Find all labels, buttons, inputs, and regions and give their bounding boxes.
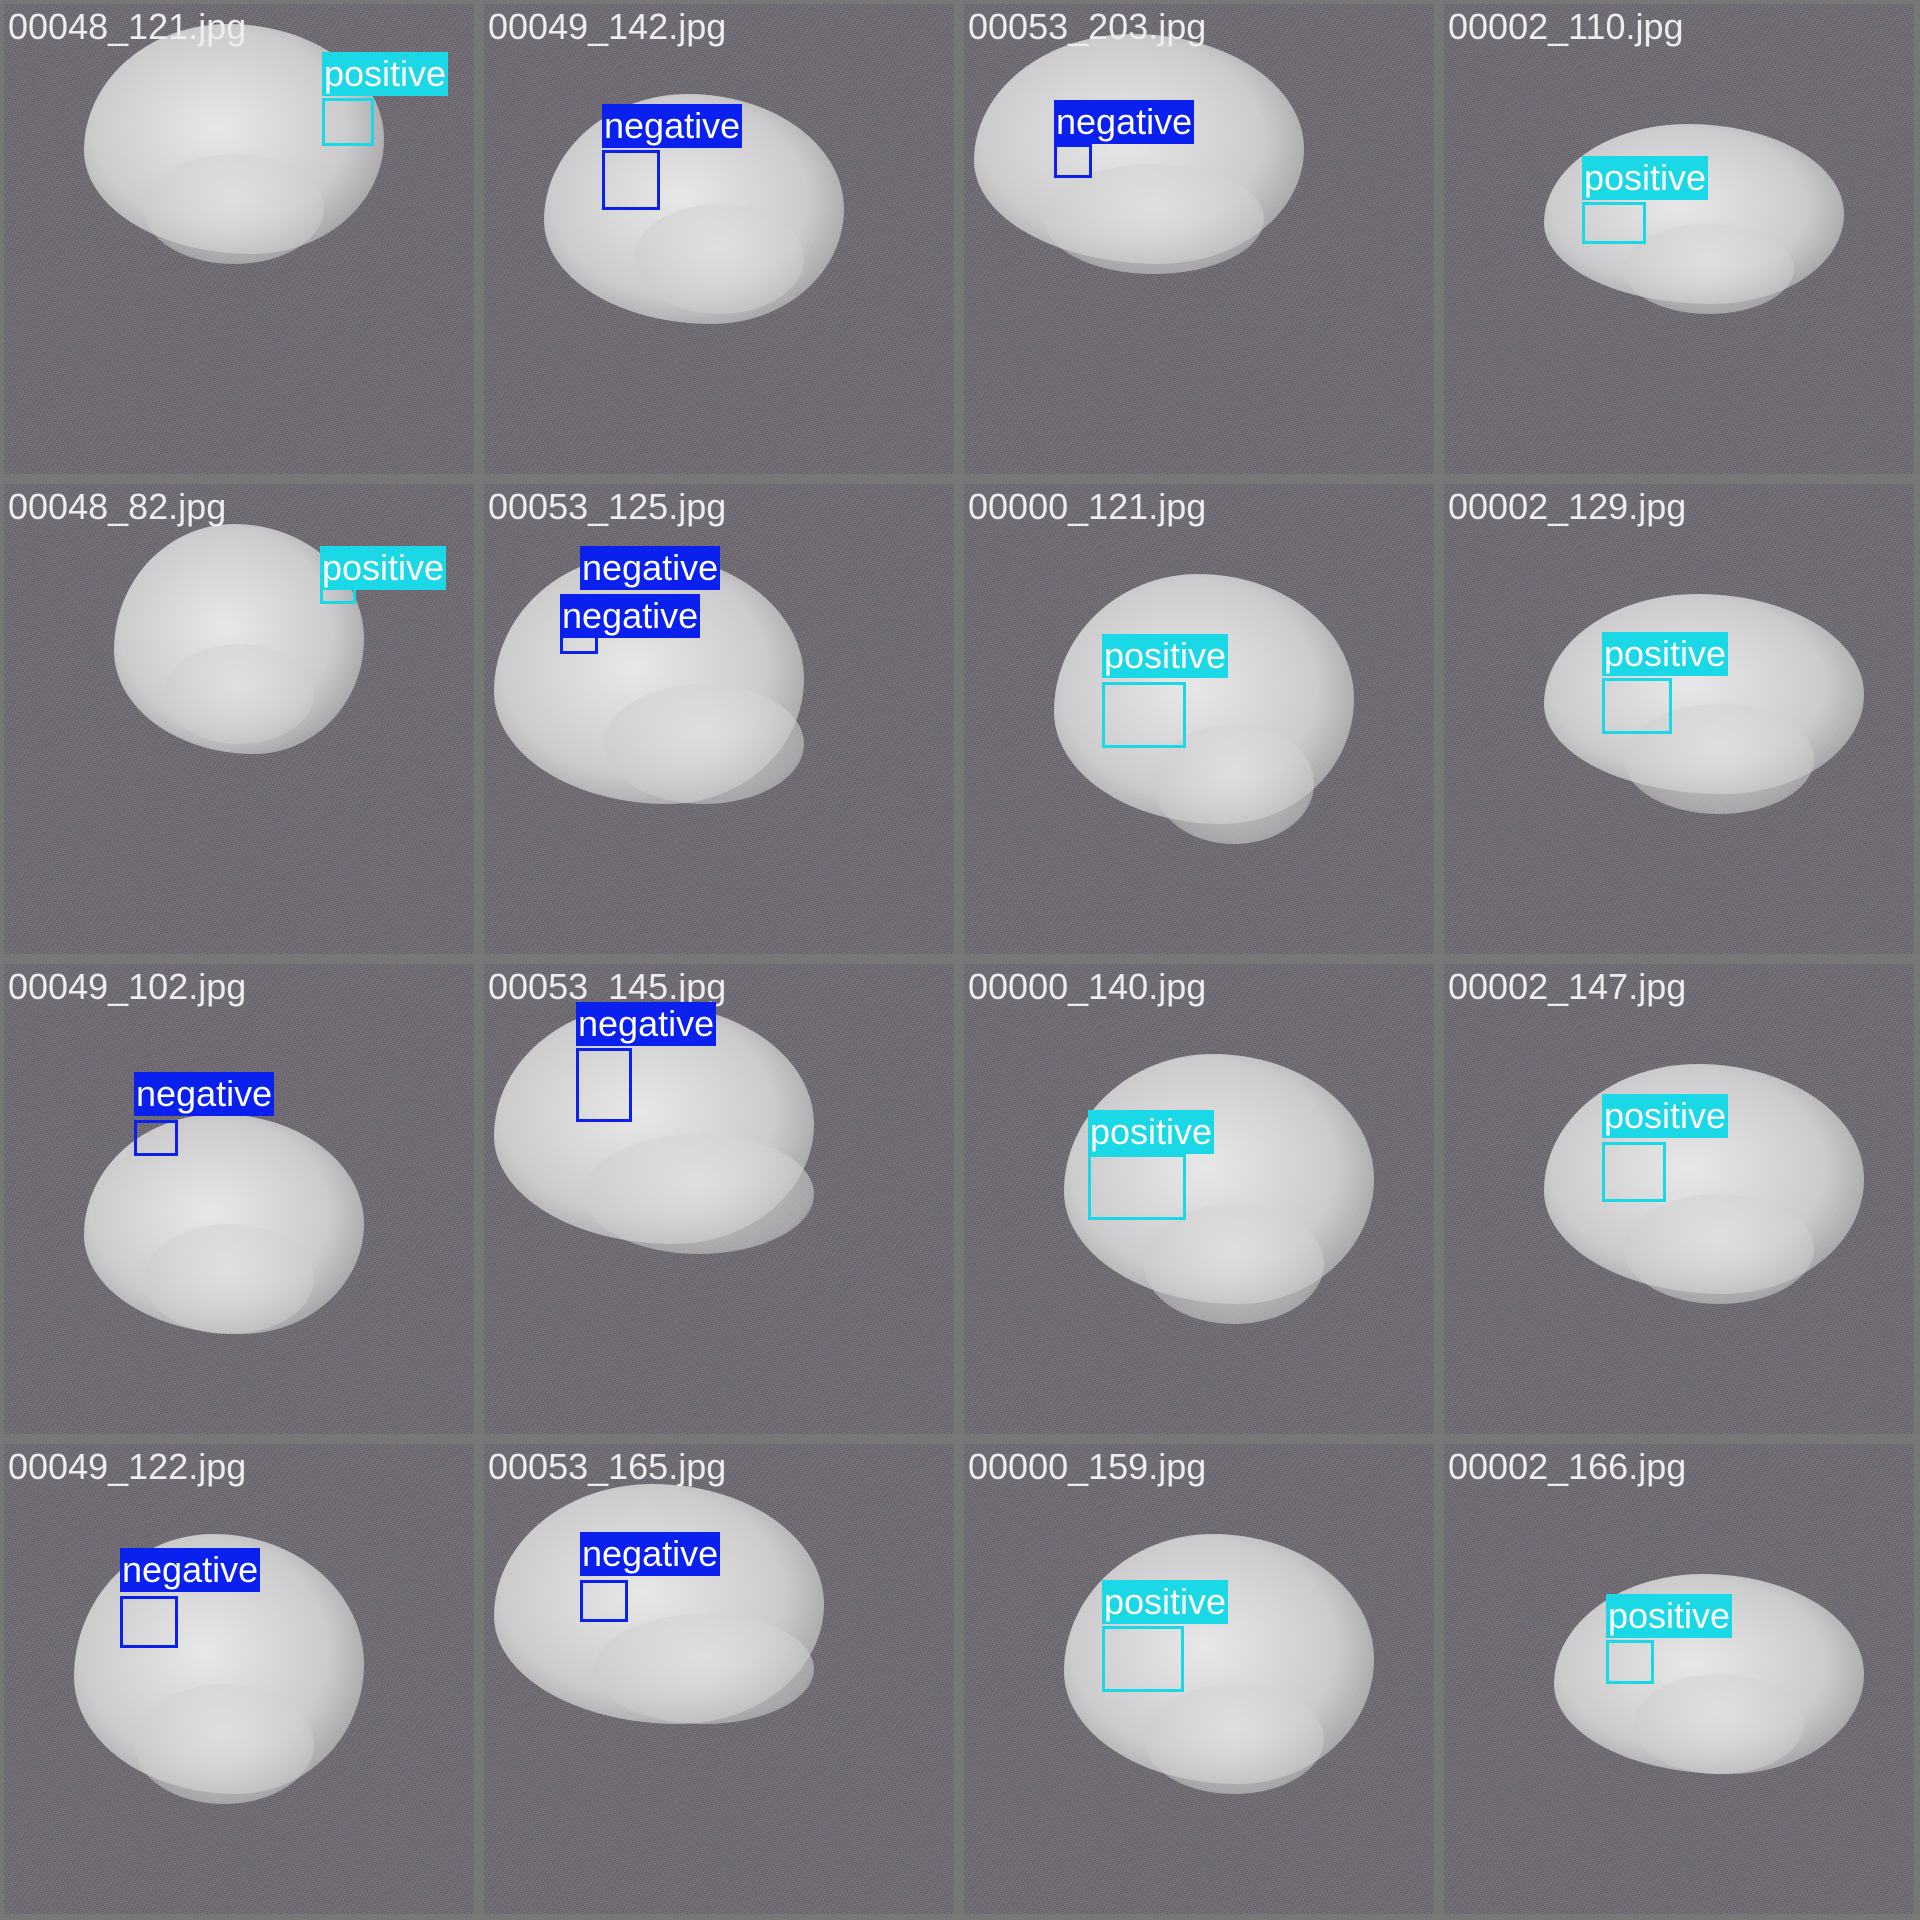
brain-lobe	[1624, 224, 1794, 314]
bounding-box	[1102, 682, 1186, 748]
bounding-box	[576, 1048, 632, 1122]
image-filename: 00048_121.jpg	[8, 6, 247, 47]
bounding-box	[602, 150, 660, 210]
brain-lobe	[1044, 164, 1264, 274]
image-filename: 00000_121.jpg	[968, 486, 1207, 527]
image-tile: 00000_140.jpg positive	[964, 964, 1434, 1434]
brain-lobe	[1624, 1194, 1814, 1304]
bounding-box	[1602, 678, 1672, 734]
detection-label: positive	[322, 52, 449, 96]
bounding-box	[1102, 1626, 1184, 1692]
image-filename: 00000_159.jpg	[968, 1446, 1207, 1487]
image-filename: 00049_102.jpg	[8, 966, 247, 1007]
image-filename: 00002_147.jpg	[1448, 966, 1687, 1007]
detection-label: positive	[1582, 156, 1709, 200]
brain-lobe	[1634, 1674, 1804, 1774]
image-tile: 00002_110.jpg positive	[1444, 4, 1914, 474]
image-tile: 00002_129.jpg positive	[1444, 484, 1914, 954]
image-tile: 00049_102.jpg negative	[4, 964, 474, 1434]
detection-label: positive	[1602, 1094, 1729, 1138]
image-tile: 00053_165.jpg negative	[484, 1444, 954, 1914]
image-filename: 00053_145.jpg	[488, 966, 727, 1007]
detection-label: negative	[576, 1002, 717, 1046]
brain-lobe	[1144, 1204, 1324, 1324]
image-tile: 00048_121.jpg positive	[4, 4, 474, 474]
image-tile: 00002_166.jpg positive	[1444, 1444, 1914, 1914]
bounding-box	[134, 1120, 178, 1156]
image-filename: 00002_129.jpg	[1448, 486, 1687, 527]
brain-lobe	[604, 684, 804, 804]
bounding-box	[120, 1596, 178, 1648]
image-filename: 00049_122.jpg	[8, 1446, 247, 1487]
detection-label: negative	[580, 546, 721, 590]
image-tile: 00049_142.jpg negative	[484, 4, 954, 474]
image-filename: 00002_110.jpg	[1448, 6, 1684, 47]
brain-lobe	[594, 1614, 814, 1724]
detection-label: negative	[560, 594, 701, 638]
image-tile: 00000_121.jpg positive	[964, 484, 1434, 954]
brain-lobe	[164, 644, 314, 744]
image-tile: 00000_159.jpg positive	[964, 1444, 1434, 1914]
detection-label: negative	[134, 1072, 275, 1116]
brain-lobe	[634, 204, 804, 314]
brain-lobe	[134, 1684, 314, 1804]
detection-label: positive	[1102, 1580, 1229, 1624]
detection-label: negative	[120, 1548, 261, 1592]
bounding-box	[580, 1580, 628, 1622]
image-tile: 00049_122.jpg negative	[4, 1444, 474, 1914]
image-tile: 00053_145.jpg negative	[484, 964, 954, 1434]
brain-lobe	[144, 154, 324, 264]
brain-lobe	[1154, 724, 1314, 844]
bounding-box	[1054, 144, 1092, 178]
detection-label: negative	[1054, 100, 1195, 144]
image-filename: 00002_166.jpg	[1448, 1446, 1687, 1487]
brain-lobe	[144, 1224, 314, 1334]
image-filename: 00049_142.jpg	[488, 6, 727, 47]
image-filename: 00000_140.jpg	[968, 966, 1207, 1007]
detection-label: positive	[320, 546, 447, 590]
image-filename: 00048_82.jpg	[8, 486, 227, 527]
image-tile: 00053_203.jpg negative	[964, 4, 1434, 474]
image-tile: 00053_125.jpg negative negative	[484, 484, 954, 954]
brain-lobe	[1144, 1684, 1324, 1794]
bounding-box	[322, 98, 374, 146]
brain-lobe	[1624, 704, 1814, 814]
detection-label: negative	[580, 1532, 721, 1576]
image-filename: 00053_125.jpg	[488, 486, 727, 527]
detection-label: negative	[602, 104, 743, 148]
detection-label: positive	[1606, 1594, 1733, 1638]
brain-lobe	[584, 1134, 814, 1254]
detection-label: positive	[1088, 1110, 1215, 1154]
image-tile: 00002_147.jpg positive	[1444, 964, 1914, 1434]
image-tile: 00048_82.jpg positive	[4, 484, 474, 954]
detection-label: positive	[1602, 632, 1729, 676]
bounding-box	[1606, 1640, 1654, 1684]
image-filename: 00053_165.jpg	[488, 1446, 727, 1487]
image-filename: 00053_203.jpg	[968, 6, 1207, 47]
bounding-box	[1602, 1142, 1666, 1202]
detection-label: positive	[1102, 634, 1229, 678]
bounding-box	[1088, 1154, 1186, 1220]
bounding-box	[1582, 202, 1646, 244]
